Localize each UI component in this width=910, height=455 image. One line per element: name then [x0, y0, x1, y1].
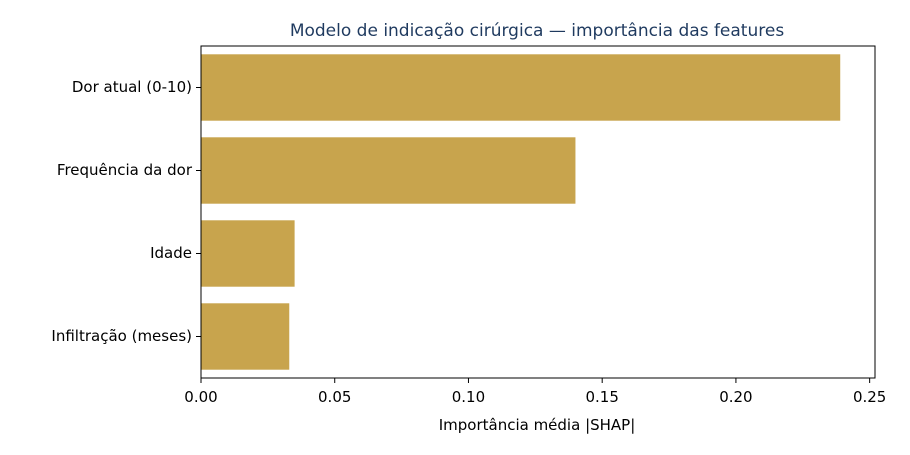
plot-frame	[200, 45, 876, 379]
bar	[201, 303, 290, 370]
bar	[201, 220, 295, 287]
x-tick-label: 0.10	[452, 388, 485, 406]
y-tick-label: Dor atual (0-10)	[72, 78, 192, 96]
y-tick-label: Idade	[150, 244, 192, 262]
bars-group	[201, 54, 841, 370]
bar	[201, 54, 841, 121]
x-tick-label: 0.25	[853, 388, 886, 406]
x-tick-label: 0.00	[184, 388, 217, 406]
bar	[201, 137, 576, 204]
y-tick-label: Frequência da dor	[57, 161, 193, 179]
y-axis: Dor atual (0-10) Frequência da dor Idade In…	[51, 78, 201, 345]
chart-title: Modelo de indicação cirúrgica — importân…	[290, 21, 785, 41]
x-tick-label: 0.15	[585, 388, 618, 406]
x-tick-label: 0.20	[719, 388, 752, 406]
x-tick-label: 0.05	[318, 388, 351, 406]
y-tick-label: Infiltração (meses)	[51, 327, 192, 345]
x-axis: 0.00 0.05 0.10 0.15 0.20 0.25	[184, 378, 886, 406]
x-axis-label: Importância média |SHAP|	[439, 416, 636, 434]
